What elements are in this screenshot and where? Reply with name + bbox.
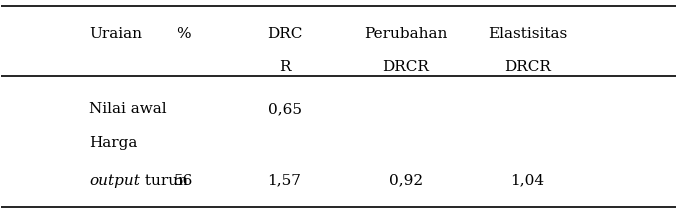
Text: %: % bbox=[176, 27, 191, 41]
Text: 0,65: 0,65 bbox=[267, 102, 301, 116]
Text: 0,92: 0,92 bbox=[389, 174, 423, 188]
Text: Perubahan: Perubahan bbox=[364, 27, 447, 41]
Text: 1,04: 1,04 bbox=[510, 174, 544, 188]
Text: Harga: Harga bbox=[89, 136, 137, 150]
Text: 56: 56 bbox=[174, 174, 193, 188]
Text: turun: turun bbox=[139, 174, 188, 188]
Text: 1,57: 1,57 bbox=[267, 174, 301, 188]
Text: DRC: DRC bbox=[267, 27, 302, 41]
Text: Elastisitas: Elastisitas bbox=[487, 27, 567, 41]
Text: DRCR: DRCR bbox=[504, 60, 550, 74]
Text: DRCR: DRCR bbox=[383, 60, 429, 74]
Text: Uraian: Uraian bbox=[89, 27, 142, 41]
Text: Nilai awal: Nilai awal bbox=[89, 102, 167, 116]
Text: output: output bbox=[89, 174, 140, 188]
Text: R: R bbox=[279, 60, 290, 74]
